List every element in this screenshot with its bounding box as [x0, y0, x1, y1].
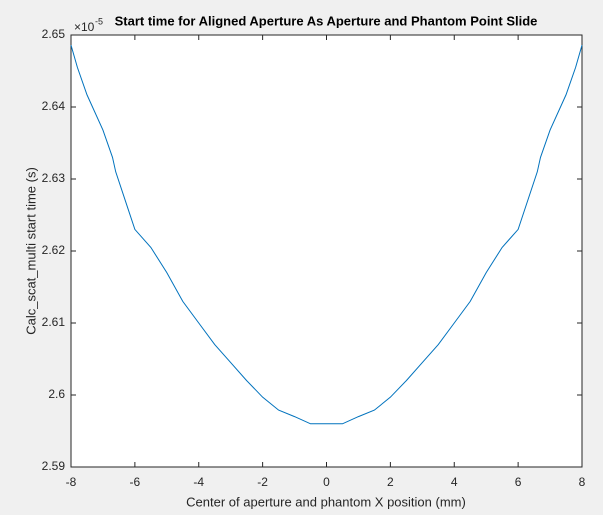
y-tick-label: 2.63 — [42, 171, 66, 185]
axes-box — [70, 34, 583, 468]
chart-title: Start time for Aligned Aperture As Apert… — [115, 13, 538, 28]
data-line — [70, 44, 583, 425]
x-tick-label: 0 — [323, 475, 330, 489]
y-tick-label: 2.6 — [48, 387, 65, 401]
y-tick-label: 2.62 — [42, 243, 66, 257]
x-tick-label: 2 — [387, 475, 394, 489]
y-tick-label: 2.65 — [42, 27, 66, 41]
x-axis-label: Center of aperture and phantom X positio… — [186, 494, 466, 509]
x-tick-label: 8 — [579, 475, 586, 489]
x-tick-label: -4 — [193, 475, 204, 489]
x-tick-label: -6 — [130, 475, 141, 489]
y-tick-label: 2.59 — [42, 459, 66, 473]
x-tick-label: -8 — [66, 475, 77, 489]
plot-area — [71, 35, 582, 467]
y-tick-label: 2.61 — [42, 315, 66, 329]
y-tick-label: 2.64 — [42, 99, 66, 113]
x-tick-label: -2 — [257, 475, 268, 489]
y-multiplier-exponent: -5 — [95, 16, 103, 26]
x-tick-label: 6 — [515, 475, 522, 489]
y-multiplier: ×10 — [74, 20, 95, 34]
y-axis-label: Calc_scat_multi start time (s) — [23, 167, 38, 335]
x-tick-label: 4 — [451, 475, 458, 489]
